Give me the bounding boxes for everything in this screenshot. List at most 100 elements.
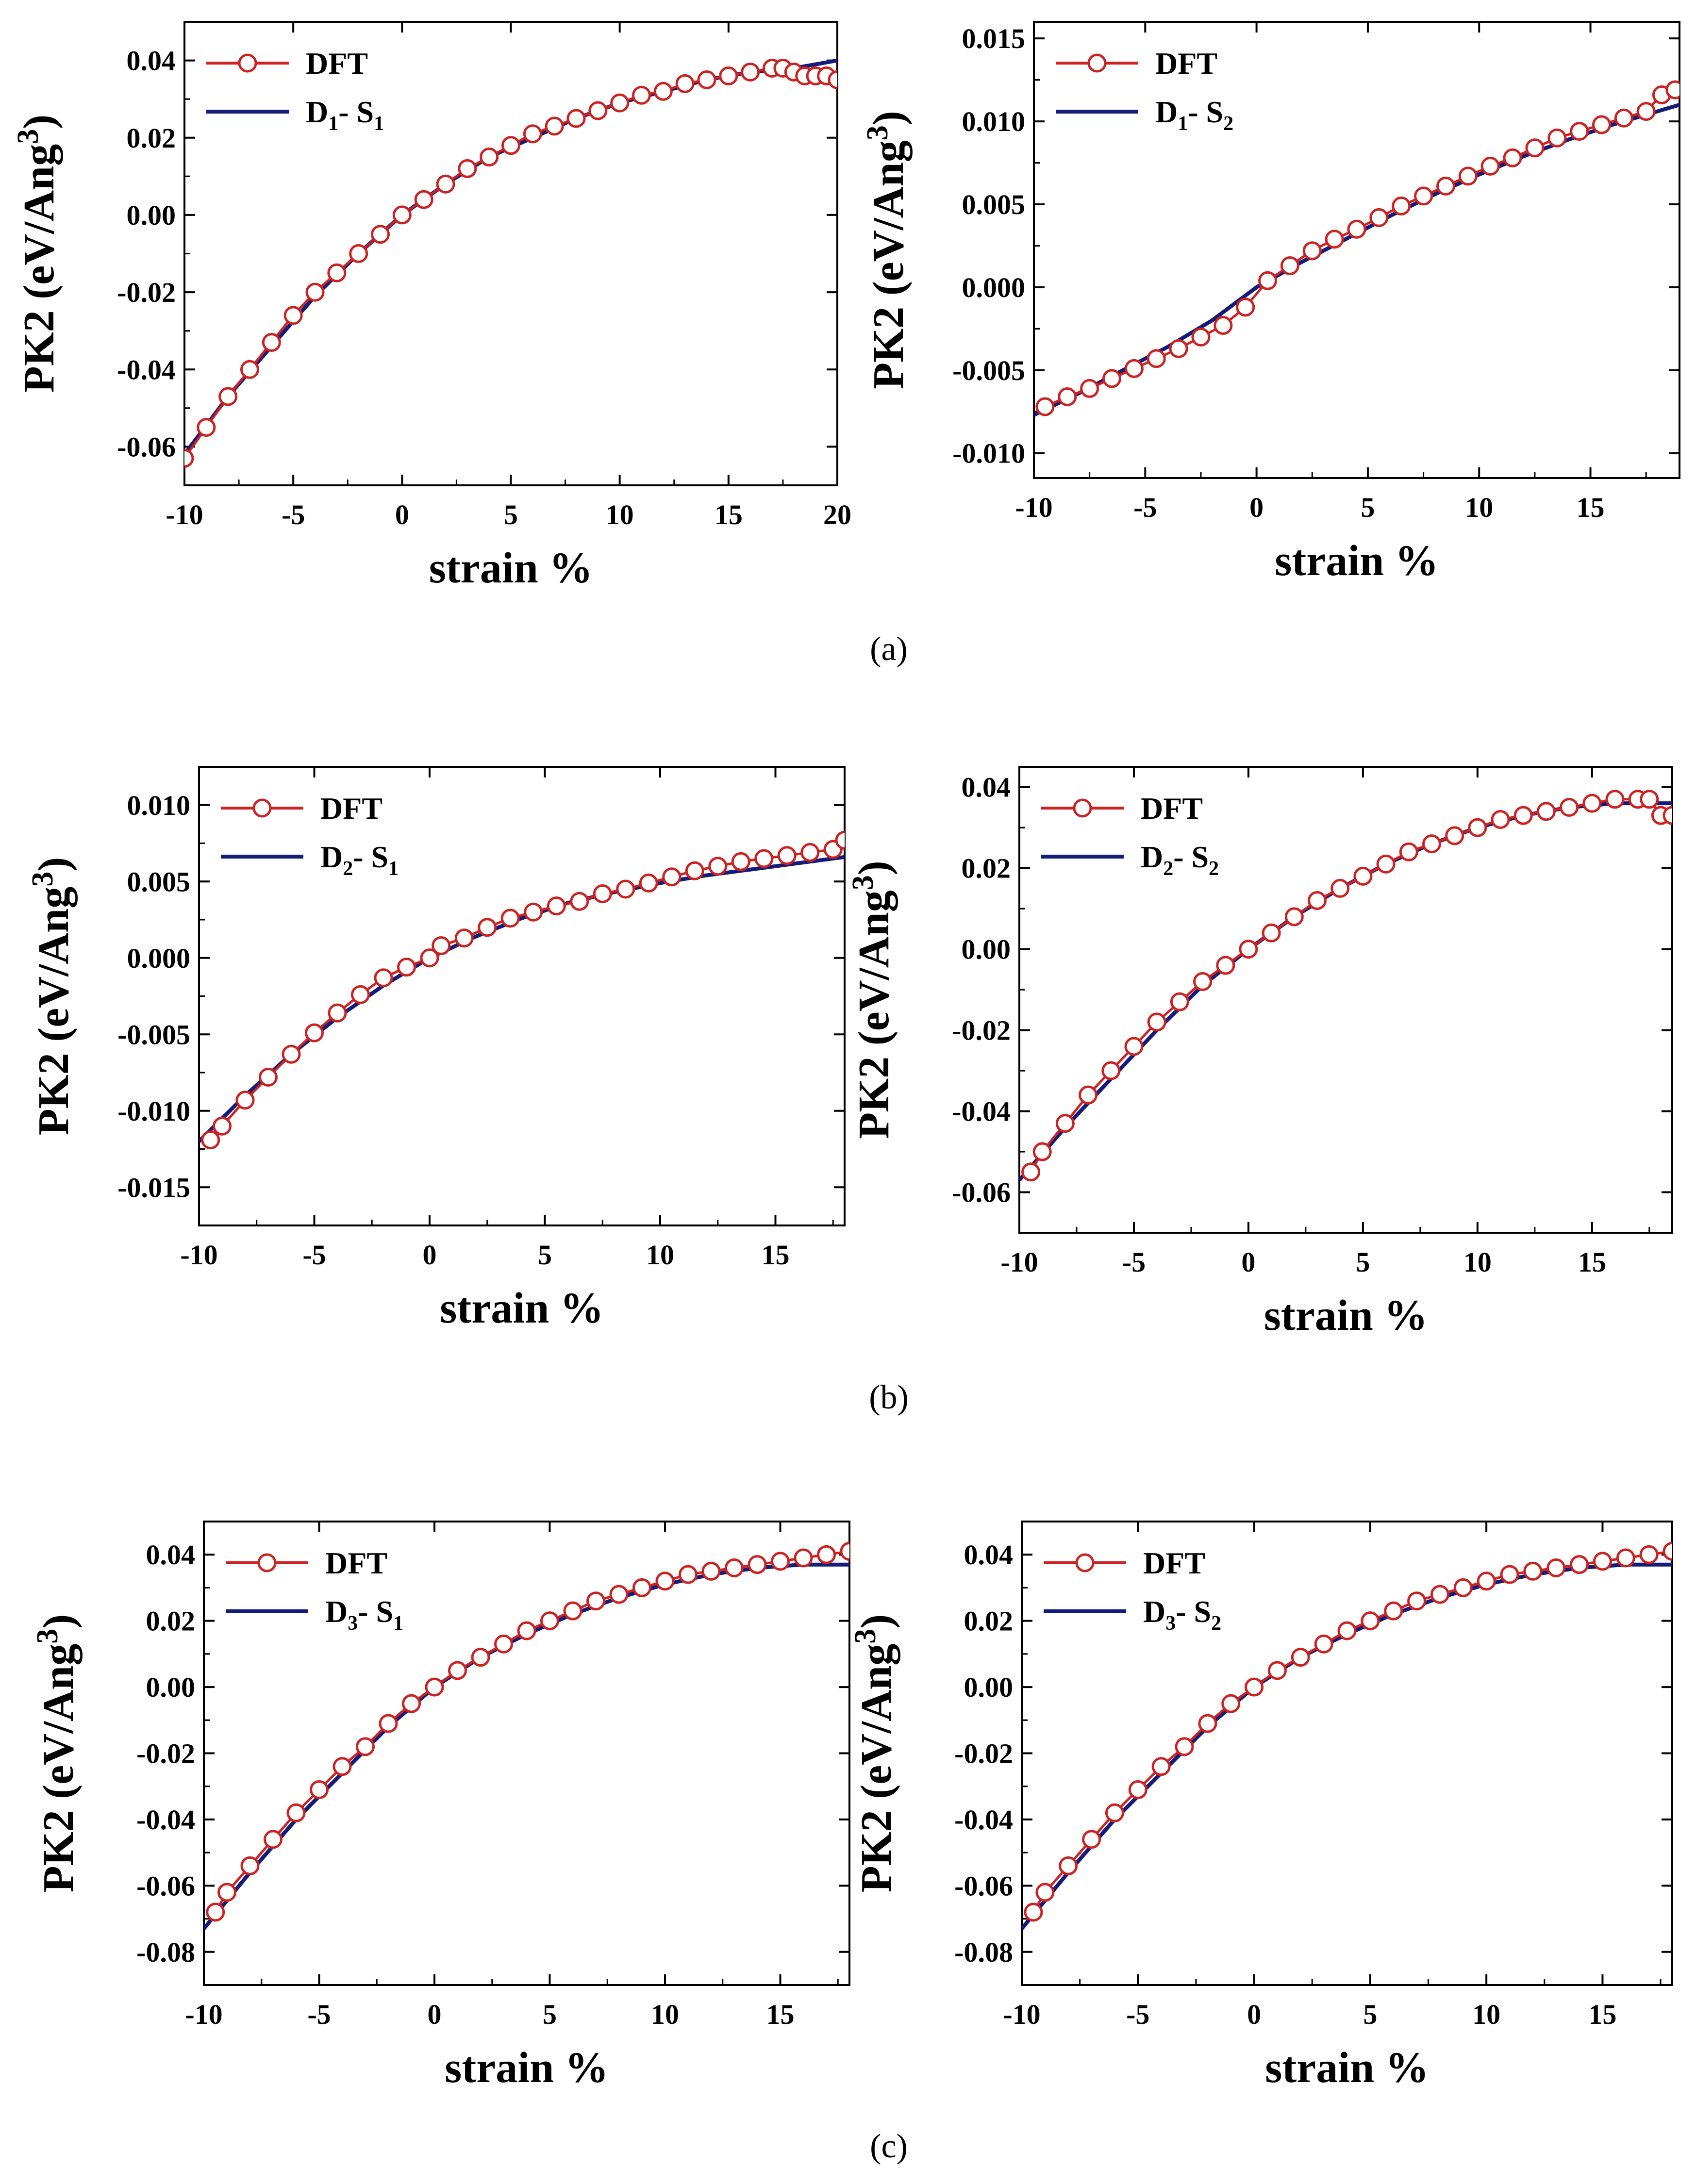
dft-point	[840, 1541, 849, 1561]
x-tick-label: -10	[1000, 1246, 1038, 1278]
dft-point	[1347, 219, 1366, 239]
x-tick-label: 15	[1588, 1999, 1616, 2030]
dft-point	[206, 1903, 225, 1922]
dft-point	[333, 1757, 352, 1776]
dft-point	[697, 70, 716, 89]
y-tick-label: 0.010	[127, 790, 191, 821]
dft-point	[741, 62, 760, 82]
chart-c1: -10 -5 0 5 10 15 -0.08 -0.06 -0.04 -0.02 0.00 0.02 0…	[31, 1521, 850, 2092]
legend-dft-marker	[257, 1553, 277, 1572]
chart-b1: -10 -5 0 5 10 15 -0.015 -0.010 -0.005 0.000 0.005 0…	[26, 766, 846, 1332]
x-tick-label: -5	[1122, 1246, 1146, 1278]
dft-point	[402, 1694, 421, 1713]
dft-point	[1525, 138, 1545, 158]
dft-point	[480, 148, 499, 167]
y-tick-label: 0.000	[127, 943, 191, 974]
dft-point	[1570, 122, 1589, 141]
dft-point	[754, 849, 774, 868]
dft-point	[632, 85, 651, 105]
dft-point	[1280, 256, 1299, 275]
x-tick-label: 15	[1578, 1246, 1606, 1278]
dft-point	[1055, 1114, 1075, 1133]
dft-point	[458, 159, 477, 178]
legend-dft-marker	[1087, 53, 1107, 73]
plot-area	[184, 58, 837, 468]
dft-point	[701, 1561, 721, 1581]
dft-point	[1175, 1737, 1194, 1756]
dft-point	[197, 418, 216, 437]
chart-a1: -10 -5 0 5 10 15 20 -0.06 -0.04 -0.02 0.00 0.02 0.04…	[12, 21, 851, 592]
legend-fit-label: D2- S2	[1141, 840, 1219, 880]
dft-point	[748, 1555, 767, 1574]
dft-point	[1422, 834, 1441, 854]
dft-point	[1477, 1572, 1496, 1591]
dft-point	[1337, 1621, 1357, 1640]
plot-frame	[1018, 766, 1673, 1234]
dft-point	[1124, 1037, 1144, 1056]
dft-point	[1640, 790, 1659, 809]
dft-point	[1430, 1585, 1449, 1604]
dft-point	[310, 1780, 329, 1800]
dft-point	[1059, 1856, 1078, 1875]
panel-caption-b: (b)	[869, 1379, 909, 1416]
dft-point	[1392, 196, 1411, 215]
dft-point	[1414, 186, 1433, 206]
dft-point	[563, 1601, 582, 1621]
dft-point	[494, 1634, 513, 1654]
x-tick-label: -5	[302, 1239, 326, 1271]
y-tick-label: -0.010	[952, 438, 1025, 469]
x-tick-label: 0	[428, 1999, 442, 2030]
dft-point	[454, 928, 474, 948]
dft-point	[1124, 359, 1144, 378]
y-tick-label: 0.02	[127, 122, 176, 154]
dft-point	[1021, 1162, 1041, 1182]
dft-point	[547, 896, 566, 916]
x-tick-label: 10	[606, 499, 634, 530]
x-axis-title: strain %	[440, 1284, 604, 1332]
dft-point	[570, 892, 589, 911]
dft-point	[436, 174, 455, 194]
dft-point	[1407, 1591, 1427, 1611]
dft-point	[777, 846, 797, 865]
dft-point	[1151, 1757, 1171, 1776]
legend-dft-marker	[1073, 798, 1092, 818]
dft-point	[1453, 1578, 1473, 1597]
legend-dft-marker	[252, 798, 272, 818]
dft-point	[1102, 369, 1122, 388]
dft-point	[392, 205, 412, 225]
dft-point	[1325, 230, 1344, 249]
dft-point	[1546, 1558, 1566, 1577]
legend-fit-label: D1- S2	[1155, 95, 1233, 135]
charts-container: -10 -5 0 5 10 15 20 -0.06 -0.04 -0.02 0.00 0.02 0.04…	[12, 21, 1680, 2092]
dft-point	[610, 93, 630, 113]
dft-point	[1560, 797, 1579, 817]
dft-point	[545, 116, 564, 136]
dft-point	[1536, 802, 1556, 821]
dft-point	[1605, 790, 1625, 809]
dft-point	[501, 136, 520, 155]
dft-point	[1284, 907, 1304, 927]
dft-point	[201, 1130, 220, 1150]
legend-dft-marker	[1075, 1553, 1095, 1572]
x-axis-title: strain %	[1275, 537, 1439, 585]
y-tick-label: 0.000	[962, 272, 1026, 303]
x-tick-label: -5	[1133, 492, 1157, 523]
legend-dft-label: DFT	[320, 791, 382, 826]
dft-point	[351, 985, 370, 1004]
dft-point	[1169, 339, 1188, 358]
plot-area	[1034, 80, 1679, 417]
x-tick-label: 10	[1465, 492, 1493, 523]
dft-point	[305, 282, 325, 302]
y-axis-title: PK2 (eV/Ang3)	[847, 860, 898, 1139]
chart-a2: -10 -5 0 5 10 15 -0.010 -0.005 0.000 0.005 0.010 0.…	[861, 21, 1680, 585]
dft-point	[1239, 940, 1258, 959]
dft-point	[817, 1545, 836, 1564]
dft-point	[327, 263, 347, 282]
x-tick-label: 20	[823, 499, 851, 530]
dft-point	[478, 918, 497, 937]
dft-point	[1639, 1545, 1659, 1564]
dft-point	[1214, 316, 1233, 335]
x-axis-title: strain %	[429, 544, 593, 592]
dft-point	[1170, 992, 1189, 1011]
